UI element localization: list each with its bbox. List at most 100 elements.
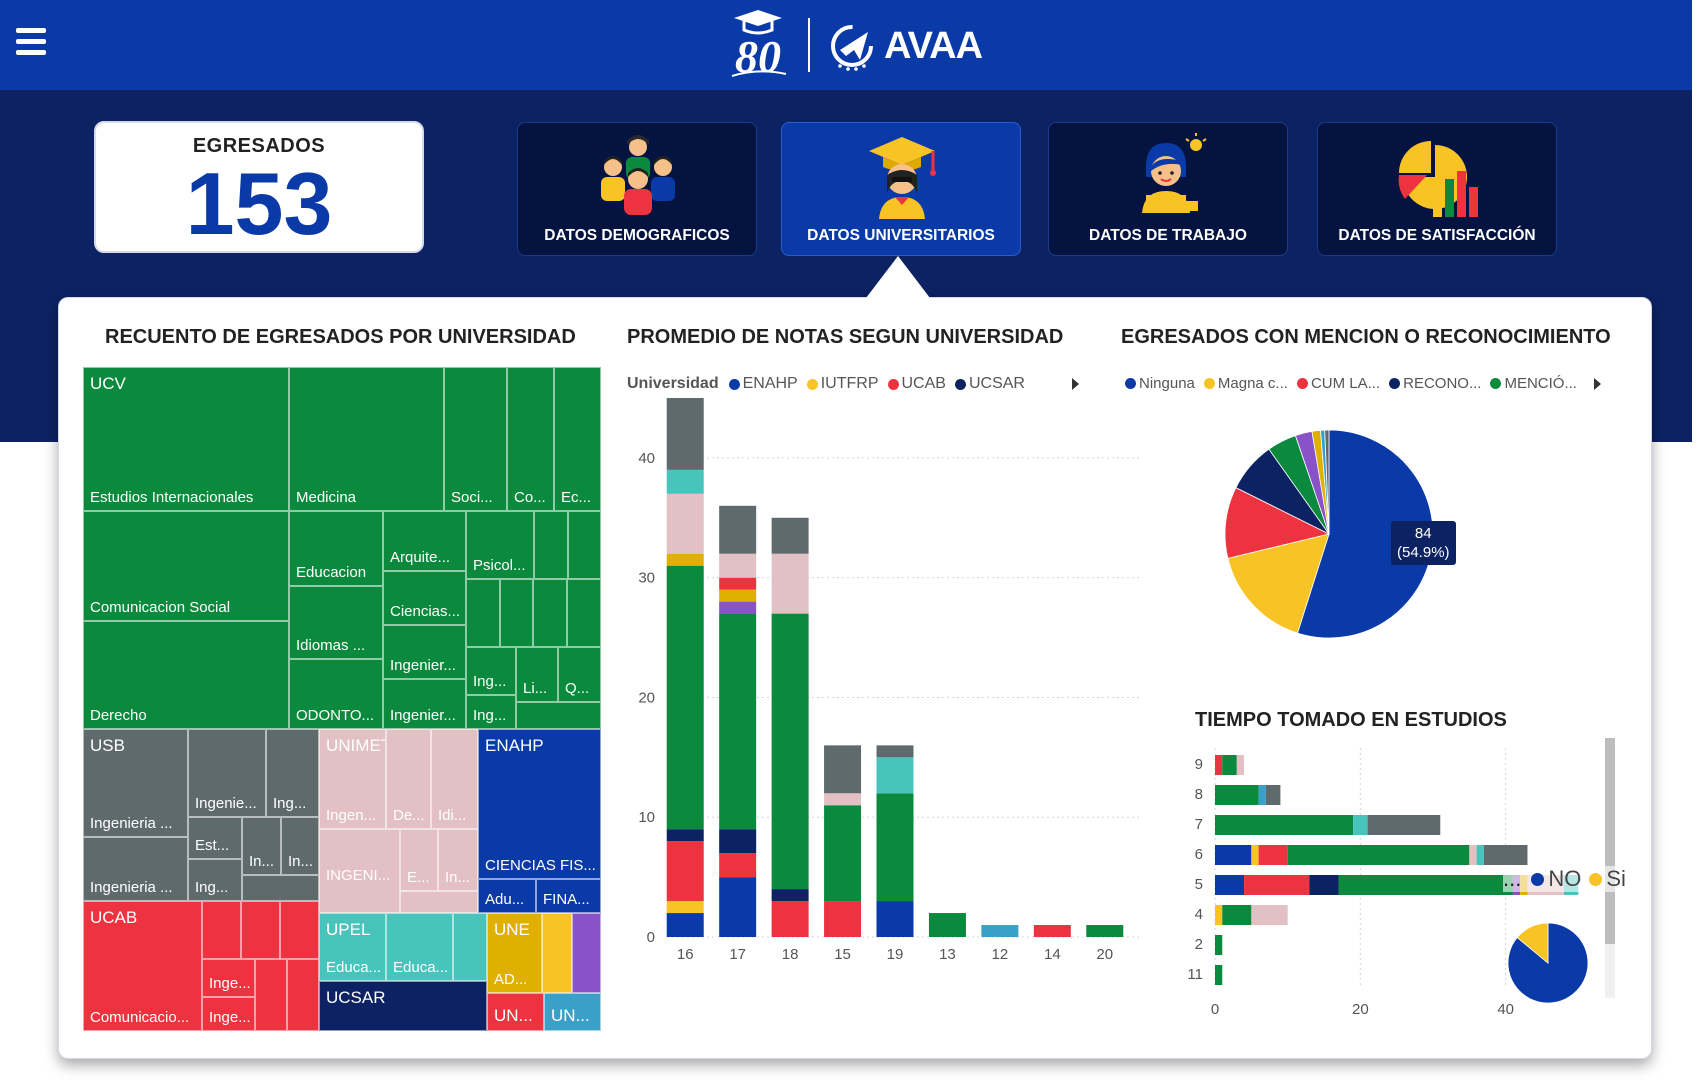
treemap-cell[interactable]: Soci... [444, 367, 507, 511]
treemap-cell[interactable]: UN... [487, 993, 544, 1031]
treemap-cell[interactable]: Ing... [466, 647, 516, 695]
treemap-cell[interactable]: UN... [544, 993, 601, 1031]
legend-next-arrow-icon[interactable] [1593, 377, 1601, 390]
hamburger-menu-icon[interactable] [16, 28, 46, 56]
treemap-cell[interactable]: ENAHP CIENCIAS FIS... [478, 729, 601, 879]
treemap-cell[interactable] [453, 913, 487, 981]
treemap-cell[interactable]: Ing... [188, 859, 242, 901]
logo-divider [808, 18, 810, 72]
bar-segment [1251, 905, 1288, 925]
treemap-cell[interactable] [542, 913, 572, 993]
treemap-cell[interactable] [400, 891, 478, 913]
legend-item-iutfrp[interactable]: IUTFRP [806, 375, 879, 393]
treemap-cell[interactable]: UCV Estudios Internacionales [83, 367, 289, 511]
nav-button-satisfaccion[interactable]: DATOS DE SATISFACCIÓN [1317, 122, 1557, 256]
treemap-cell[interactable]: Ing... [266, 729, 319, 817]
legend-item-enahp[interactable]: ENAHP [728, 375, 798, 393]
treemap-cell[interactable]: Psicol... [466, 511, 534, 579]
treemap-cell[interactable]: Adu... [478, 879, 536, 913]
treemap-cell[interactable] [280, 901, 319, 959]
treemap-group-usb[interactable] [83, 729, 319, 901]
treemap-label: Arquite... [390, 549, 451, 566]
treemap-group-upel[interactable] [319, 913, 487, 981]
treemap-cell-une[interactable]: UNE AD... [487, 913, 542, 993]
legend-item-mencion[interactable]: MENCIÓ... [1490, 375, 1577, 392]
treemap-cell[interactable]: Q... [558, 647, 601, 702]
treemap-cell[interactable]: FINA... [536, 879, 601, 913]
treemap-cell[interactable]: Educacion [289, 511, 383, 586]
treemap-cell[interactable]: Idiomas ... [289, 586, 383, 659]
legend-item-magna[interactable]: Magna c... [1203, 375, 1288, 392]
nav-button-demograficos[interactable]: DATOS DEMOGRAFICOS [517, 122, 757, 256]
treemap-group-ucv[interactable] [83, 367, 601, 729]
treemap-cell[interactable] [255, 959, 287, 1031]
legend-item-cum-laude[interactable]: CUM LA... [1296, 375, 1380, 392]
treemap-cell[interactable]: Inge... [202, 959, 255, 997]
treemap-label: Ing... [473, 707, 507, 724]
treemap-cell[interactable] [572, 913, 601, 993]
treemap-cell[interactable]: UCAB Comunicacio... [83, 901, 202, 1031]
treemap-cell[interactable]: Co... [507, 367, 554, 511]
treemap-cell[interactable]: Ingenie... [188, 729, 266, 817]
legend-next-arrow-icon[interactable] [1071, 378, 1079, 390]
treemap-cell[interactable] [202, 901, 241, 959]
treemap-cell[interactable]: Medicina [289, 367, 444, 511]
treemap-cell[interactable]: Ingenieria ... [83, 837, 188, 901]
treemap-cell[interactable] [500, 579, 533, 647]
treemap-cell[interactable]: De... [386, 729, 431, 829]
treemap-cell[interactable]: UNIMET Ingen... [319, 729, 386, 829]
treemap-cell[interactable]: Educa... [386, 913, 453, 981]
treemap-cell[interactable]: USB Ingenieria ... [83, 729, 188, 837]
treemap-cell[interactable] [242, 875, 319, 901]
y-tick-label: 0 [647, 929, 655, 946]
legend-item-ucsar[interactable]: UCSAR [954, 375, 1025, 393]
treemap-label: Psicol... [473, 557, 526, 574]
treemap-cell[interactable]: Inge... [202, 997, 255, 1031]
legend-item-ninguna[interactable]: Ninguna [1125, 375, 1195, 392]
treemap-cell[interactable]: Ing... [466, 695, 516, 729]
treemap-cell[interactable]: In... [242, 817, 281, 875]
legend-label-no[interactable]: NO [1548, 866, 1582, 891]
egresados-kpi-card: EGRESADOS 153 [94, 121, 424, 253]
nav-button-universitarios[interactable]: DATOS UNIVERSITARIOS [781, 122, 1021, 256]
legend-label-si[interactable]: Si [1606, 866, 1626, 891]
treemap-cell[interactable]: E... [400, 829, 438, 891]
treemap-cell-ucsar[interactable]: UCSAR [319, 981, 487, 1031]
pie-slice [1516, 922, 1549, 964]
treemap-cell[interactable] [466, 579, 500, 647]
treemap-label: Educa... [393, 959, 449, 976]
treemap-group-enahp[interactable] [478, 729, 601, 913]
treemap-cell[interactable]: Comunicacion Social [83, 511, 289, 621]
treemap-cell[interactable]: Arquite... [383, 511, 466, 571]
treemap-cell[interactable]: INGENI... [319, 829, 400, 913]
treemap-cell[interactable]: In... [438, 829, 478, 891]
treemap-cell[interactable]: UPEL Educa... [319, 913, 386, 981]
nav-button-trabajo[interactable]: DATOS DE TRABAJO [1048, 122, 1288, 256]
scrollbar-thumb[interactable] [1605, 738, 1615, 944]
treemap-cell[interactable] [241, 901, 280, 959]
legend-item-ucab[interactable]: UCAB [887, 375, 946, 393]
treemap-cell[interactable] [516, 702, 601, 729]
treemap-cell[interactable] [534, 511, 568, 579]
bar-segment [981, 925, 1019, 937]
treemap-label: Soci... [451, 489, 493, 506]
treemap-cell[interactable]: Ciencias... [383, 571, 466, 625]
treemap-cell[interactable]: Derecho [83, 621, 289, 729]
treemap-cell[interactable]: Ec... [554, 367, 601, 511]
treemap-group-unimet[interactable] [319, 729, 478, 913]
legend-item-reconocimiento[interactable]: RECONO... [1389, 375, 1481, 392]
treemap-cell[interactable] [287, 959, 319, 1031]
treemap-cell[interactable]: Idi... [431, 729, 478, 829]
treemap-cell[interactable]: Li... [516, 647, 558, 702]
treemap-cell[interactable]: In... [281, 817, 319, 875]
bar-segment [1222, 905, 1252, 925]
treemap-label: Ing... [195, 879, 229, 896]
treemap-cell[interactable] [533, 579, 567, 647]
y-tick-label: 10 [638, 809, 655, 826]
treemap-cell[interactable] [567, 579, 601, 647]
treemap-cell[interactable]: Ingenier... [383, 625, 466, 679]
treemap-cell[interactable]: Est... [188, 817, 242, 859]
treemap-cell[interactable] [568, 511, 601, 579]
treemap-cell[interactable]: Ingenier... [383, 679, 466, 729]
treemap-cell[interactable]: ODONTO... [289, 659, 383, 729]
